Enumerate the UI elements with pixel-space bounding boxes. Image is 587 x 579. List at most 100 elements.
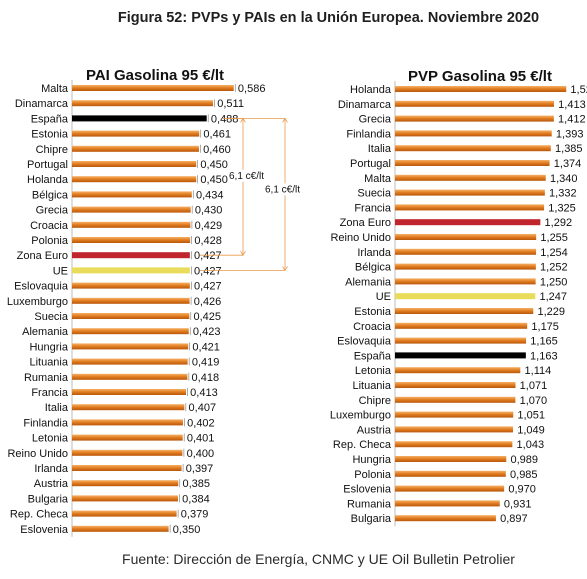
- figure-title: Figura 52: PVPs y PAIs en la Unión Europ…: [117, 10, 540, 26]
- pai-category-label: Reino Unido: [7, 448, 68, 460]
- pvp-bar-row-letonia: Letonia 1,114: [355, 365, 551, 377]
- pvp-bar-portugal: [395, 160, 550, 166]
- pvp-bar-row-hungria: Hungria 0,989: [352, 454, 538, 466]
- pai-bar-alemania: [72, 328, 189, 335]
- pai-value-label: 0,434: [194, 189, 224, 201]
- annotation-label: 6,1 c€/lt: [265, 184, 300, 195]
- pvp-category-label: Bélgica: [355, 262, 392, 274]
- pvp-bar-row-rumania: Rumania 0,931: [347, 498, 532, 510]
- pai-category-label: Austria: [34, 478, 69, 490]
- pai-bar-row-espana: España 0,488: [31, 113, 239, 125]
- pvp-bar-row-eslovaquia: Eslovaquia 1,165: [337, 336, 558, 348]
- pai-category-label: Rumania: [24, 372, 69, 384]
- pvp-value-label: 1,175: [529, 321, 559, 333]
- pvp-bar-row-irlanda: Irlanda 1,254: [357, 247, 567, 259]
- pai-bar-row-portugal: Portugal 0,450: [27, 159, 228, 171]
- pvp-value-label: 1,165: [528, 336, 558, 348]
- pvp-bar-hungria: [395, 456, 507, 462]
- pvp-bar-luxemburgo: [395, 411, 514, 418]
- pvp-bar-row-alemania: Alemania 1,250: [345, 276, 567, 288]
- pvp-bar-polonia: [395, 470, 506, 477]
- pvp-category-label: Rumania: [347, 498, 392, 510]
- pvp-bar-eslovaquia: [395, 337, 527, 344]
- pvp-category-label: España: [354, 350, 392, 362]
- pai-value-label: 0,450: [198, 159, 228, 171]
- pai-bar-row-eslovaquia: Eslovaquia 0,427: [14, 281, 221, 293]
- pai-value-label: 0,430: [193, 205, 223, 217]
- pvp-bar-row-croacia: Croacia 1,175: [353, 321, 559, 333]
- pai-bar-row-luxemburgo: Luxemburgo 0,426: [7, 296, 221, 308]
- pai-bar-italia: [72, 404, 185, 411]
- pvp-value-label: 1,292: [542, 217, 572, 229]
- pai-bar-francia: [72, 389, 186, 395]
- pvp-category-label: Finlandia: [346, 128, 392, 140]
- pvp-category-label: Hungria: [352, 454, 391, 466]
- pvp-category-label: Croacia: [353, 321, 392, 333]
- pai-category-label: Hungria: [29, 341, 68, 353]
- pai-value-label: 0,488: [209, 113, 239, 125]
- pvp-bar-ue: [395, 293, 536, 300]
- pvp-category-label: Eslovenia: [343, 484, 392, 496]
- pai-category-label: Croacia: [30, 220, 69, 232]
- pvp-value-label: 1,412: [556, 114, 586, 126]
- pai-value-label: 0,401: [185, 433, 215, 445]
- pai-bar-row-grecia: Grecia 0,430: [36, 205, 223, 217]
- pai-value-label: 0,413: [188, 387, 218, 399]
- pvp-value-label: 1,229: [535, 306, 565, 318]
- pai-value-label: 0,426: [192, 296, 222, 308]
- pai-bar-row-malta: Malta 0,586: [41, 83, 265, 95]
- pai-value-label: 0,407: [186, 402, 216, 414]
- pai-bar-dinamarca: [72, 100, 214, 107]
- pai-bar-row-rumania: Rumania 0,418: [24, 372, 219, 384]
- pai-bar-polonia: [72, 237, 191, 243]
- pai-value-label: 0,427: [192, 265, 222, 277]
- pvp-bar-row-holanda: Holanda 1,522: [350, 84, 587, 96]
- pvp-bar-lituania: [395, 382, 516, 388]
- pai-bar-belgica: [72, 191, 192, 198]
- pvp-bar-croacia: [395, 322, 528, 329]
- pvp-bar-austria: [395, 426, 514, 433]
- pvp-bar-espana: [395, 352, 526, 359]
- pai-bar-row-francia: Francia 0,413: [31, 387, 217, 399]
- pvp-bar-zona-euro: [395, 219, 541, 226]
- pai-bar-row-italia: Italia 0,407: [45, 402, 216, 414]
- pai-value-label: 0,384: [180, 493, 210, 505]
- pvp-category-label: Eslovaquia: [337, 336, 392, 348]
- pai-value-label: 0,379: [179, 509, 209, 521]
- pvp-value-label: 1,385: [553, 143, 583, 155]
- pvp-category-label: Estonia: [354, 306, 392, 318]
- pvp-value-label: 1,163: [528, 350, 558, 362]
- pai-bar-row-holanda: Holanda 0,450: [27, 174, 228, 186]
- pvp-category-label: Holanda: [350, 84, 392, 96]
- pai-category-label: Suecia: [34, 311, 69, 323]
- pai-bar-estonia: [72, 130, 200, 137]
- annotation-label-bg: [228, 169, 270, 182]
- pai-bar-row-estonia: Estonia 0,461: [31, 129, 231, 141]
- pvp-category-label: Suecia: [357, 188, 392, 200]
- pai-category-label: España: [31, 113, 69, 125]
- pvp-bar-row-malta: Malta 1,340: [364, 173, 577, 185]
- pai-value-label: 0,427: [192, 250, 222, 262]
- pai-value-label: 0,350: [171, 524, 201, 536]
- pai-bar-row-bulgaria: Bulgaria 0,384: [28, 493, 210, 505]
- pvp-category-label: Reino Unido: [330, 232, 391, 244]
- pai-bar-malta: [72, 85, 234, 91]
- pai-bar-reino-unido: [72, 449, 183, 456]
- pvp-value-label: 1,393: [554, 128, 584, 140]
- pvp-bar-row-belgica: Bélgica 1,252: [355, 262, 568, 274]
- pvp-bar-estonia: [395, 308, 534, 314]
- pvp-bar-row-ue: UE 1,247: [376, 291, 567, 303]
- pvp-bar-row-francia: Francia 1,325: [354, 202, 575, 214]
- pai-bar-row-alemania: Alemania 0,423: [22, 326, 220, 338]
- pvp-bar-suecia: [395, 189, 545, 196]
- pvp-bar-alemania: [395, 278, 536, 285]
- pvp-bar-row-reino-unido: Reino Unido 1,255: [330, 232, 567, 244]
- pai-bar-croacia: [72, 221, 191, 228]
- pai-value-label: 0,460: [201, 144, 231, 156]
- pvp-value-label: 1,340: [548, 173, 578, 185]
- pai-value-label: 0,511: [215, 98, 244, 110]
- pai-category-label: Bélgica: [32, 189, 69, 201]
- pai-bar-bulgaria: [72, 495, 178, 502]
- pvp-value-label: 1,252: [538, 262, 568, 274]
